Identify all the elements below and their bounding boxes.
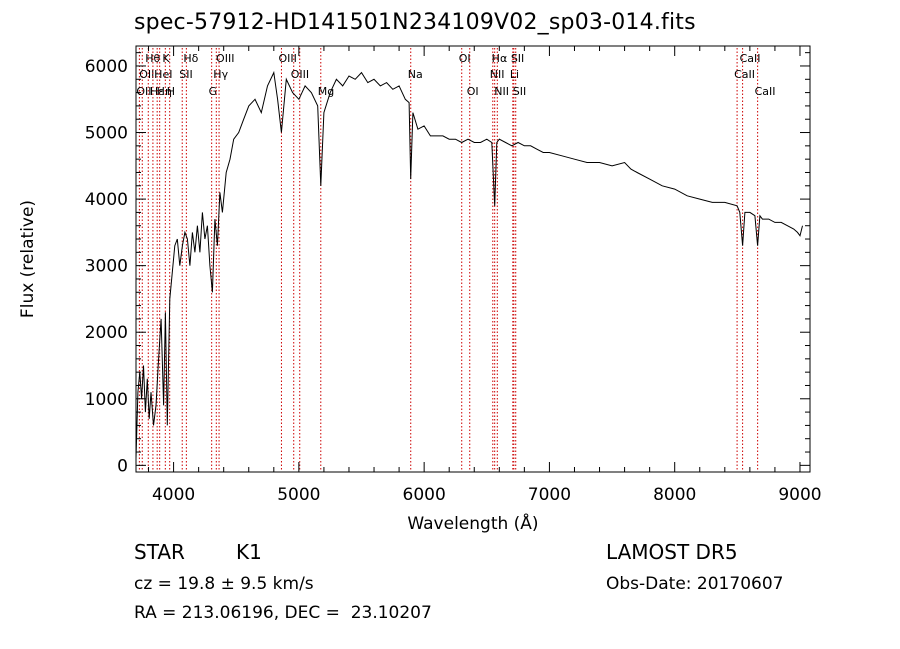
coordinates: RA = 213.06196, DEC = 23.10207 [134,603,432,623]
y-tick-label: 3000 [85,257,128,277]
line-marker-label: SII [511,52,524,65]
x-tick-label: 9000 [778,485,821,505]
line-marker-label: OI [467,85,479,98]
line-marker-label: OIII [291,68,309,81]
line-marker-label: Na [408,68,423,81]
line-marker-label: CaII [740,52,761,65]
line-marker-label: G [209,85,218,98]
line-marker-label: HeI [154,68,172,81]
y-tick-label: 1000 [85,390,128,410]
line-marker-label: Hγ [213,68,228,81]
line-marker-label: K [162,52,170,65]
spectrum-line [135,70,803,459]
line-marker-label: OIII [278,52,296,65]
x-tick-label: 5000 [277,485,320,505]
chart-title: spec-57912-HD141501N234109V02_sp03-014.f… [134,10,696,35]
redshift-line: cz = 19.8 ± 9.5 km/s [134,574,314,594]
line-marker-label: OI [459,52,471,65]
line-marker-label: CaII [755,85,776,98]
spectral-subclass: K1 [236,540,262,564]
line-marker-label: SII [179,68,192,81]
y-tick-label: 0 [117,456,128,476]
x-tick-label: 6000 [403,485,446,505]
y-tick-label: 6000 [85,57,128,77]
line-marker-label: H [167,85,175,98]
line-marker-label: OII [136,85,151,98]
y-axis-label: Flux (relative) [18,200,38,318]
line-marker-label: OII [139,68,154,81]
x-tick-label: 8000 [653,485,696,505]
y-tick-label: 2000 [85,323,128,343]
object-type: STAR [134,540,185,564]
obs-date: Obs-Date: 20170607 [606,574,784,594]
survey-name: LAMOST DR5 [606,540,738,564]
line-marker-label: Li [510,68,519,81]
line-marker-label: NII [494,85,509,98]
line-marker-label: Hα [492,52,508,65]
y-tick-label: 5000 [85,124,128,144]
line-marker-label: OIII [216,52,234,65]
line-marker-label: CaII [734,68,755,81]
x-axis-label: Wavelength (Å) [407,512,538,534]
line-marker-label: Mg [318,85,334,98]
x-tick-label: 7000 [528,485,571,505]
plot-frame [135,45,811,473]
line-marker-label: SII [513,85,526,98]
line-marker-label: NII [490,68,505,81]
x-tick-label: 4000 [152,485,195,505]
line-marker-label: Hδ [183,52,198,65]
y-tick-label: 4000 [85,190,128,210]
line-marker-label: Hη [157,85,172,98]
